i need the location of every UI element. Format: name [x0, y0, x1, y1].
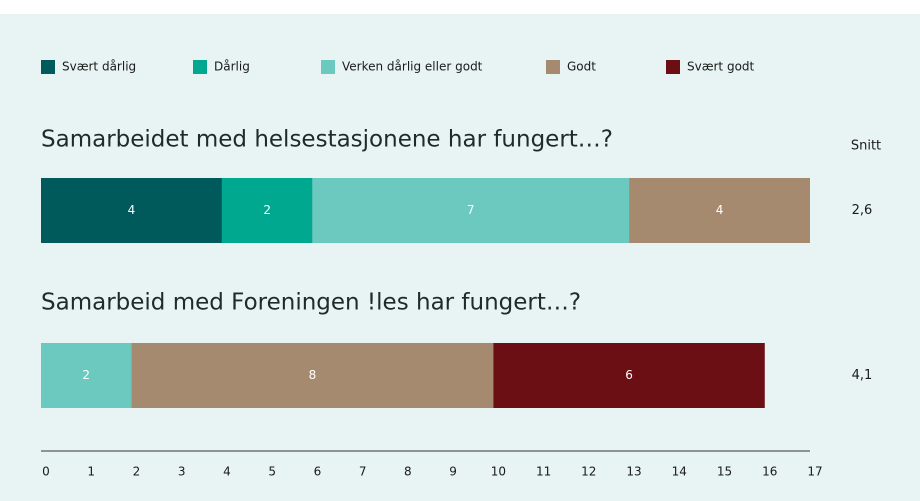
legend-swatch [41, 60, 55, 74]
x-tick-label: 7 [359, 465, 367, 479]
data-label: 8 [309, 368, 317, 382]
legend-label: Verken dårlig eller godt [342, 60, 483, 74]
bar-segment [493, 343, 765, 408]
data-label: 2 [82, 368, 90, 382]
bar-segment [131, 343, 494, 408]
average-value: 4,1 [852, 368, 873, 383]
category-title: Samarbeid med Foreningen !les har funger… [41, 290, 581, 316]
x-tick-label: 5 [268, 465, 276, 479]
legend-swatch [546, 60, 560, 74]
bar-segment [629, 178, 810, 243]
data-label: 6 [625, 368, 633, 382]
legend-swatch [193, 60, 207, 74]
x-tick-label: 12 [581, 465, 596, 479]
x-tick-label: 4 [223, 465, 231, 479]
data-label: 2 [263, 203, 271, 217]
x-tick-label: 17 [807, 465, 822, 479]
legend-label: Dårlig [214, 60, 250, 74]
x-tick-label: 2 [133, 465, 141, 479]
data-label: 7 [467, 203, 475, 217]
legend-swatch [666, 60, 680, 74]
x-tick-label: 8 [404, 465, 412, 479]
bar-segment [221, 178, 313, 243]
bar-segment [41, 343, 132, 408]
panel [0, 14, 920, 501]
average-header: Snitt [851, 139, 881, 154]
x-tick-label: 11 [536, 465, 551, 479]
legend-label: Svært godt [687, 60, 755, 74]
bar-segment [312, 178, 630, 243]
data-label: 4 [716, 203, 724, 217]
x-tick-label: 13 [626, 465, 641, 479]
legend-label: Godt [567, 60, 596, 74]
bar-segment [41, 178, 222, 243]
legend-label: Svært dårlig [62, 60, 136, 74]
x-tick-label: 10 [491, 465, 506, 479]
x-tick-label: 0 [42, 465, 50, 479]
data-label: 4 [128, 203, 136, 217]
x-tick-label: 15 [717, 465, 732, 479]
x-tick-label: 14 [672, 465, 687, 479]
category-title: Samarbeidet med helsestasjonene har fung… [41, 127, 613, 153]
x-tick-label: 6 [314, 465, 322, 479]
x-tick-label: 9 [449, 465, 457, 479]
average-value: 2,6 [852, 203, 873, 218]
x-tick-label: 3 [178, 465, 186, 479]
x-tick-label: 1 [87, 465, 95, 479]
legend-swatch [321, 60, 335, 74]
x-tick-label: 16 [762, 465, 777, 479]
